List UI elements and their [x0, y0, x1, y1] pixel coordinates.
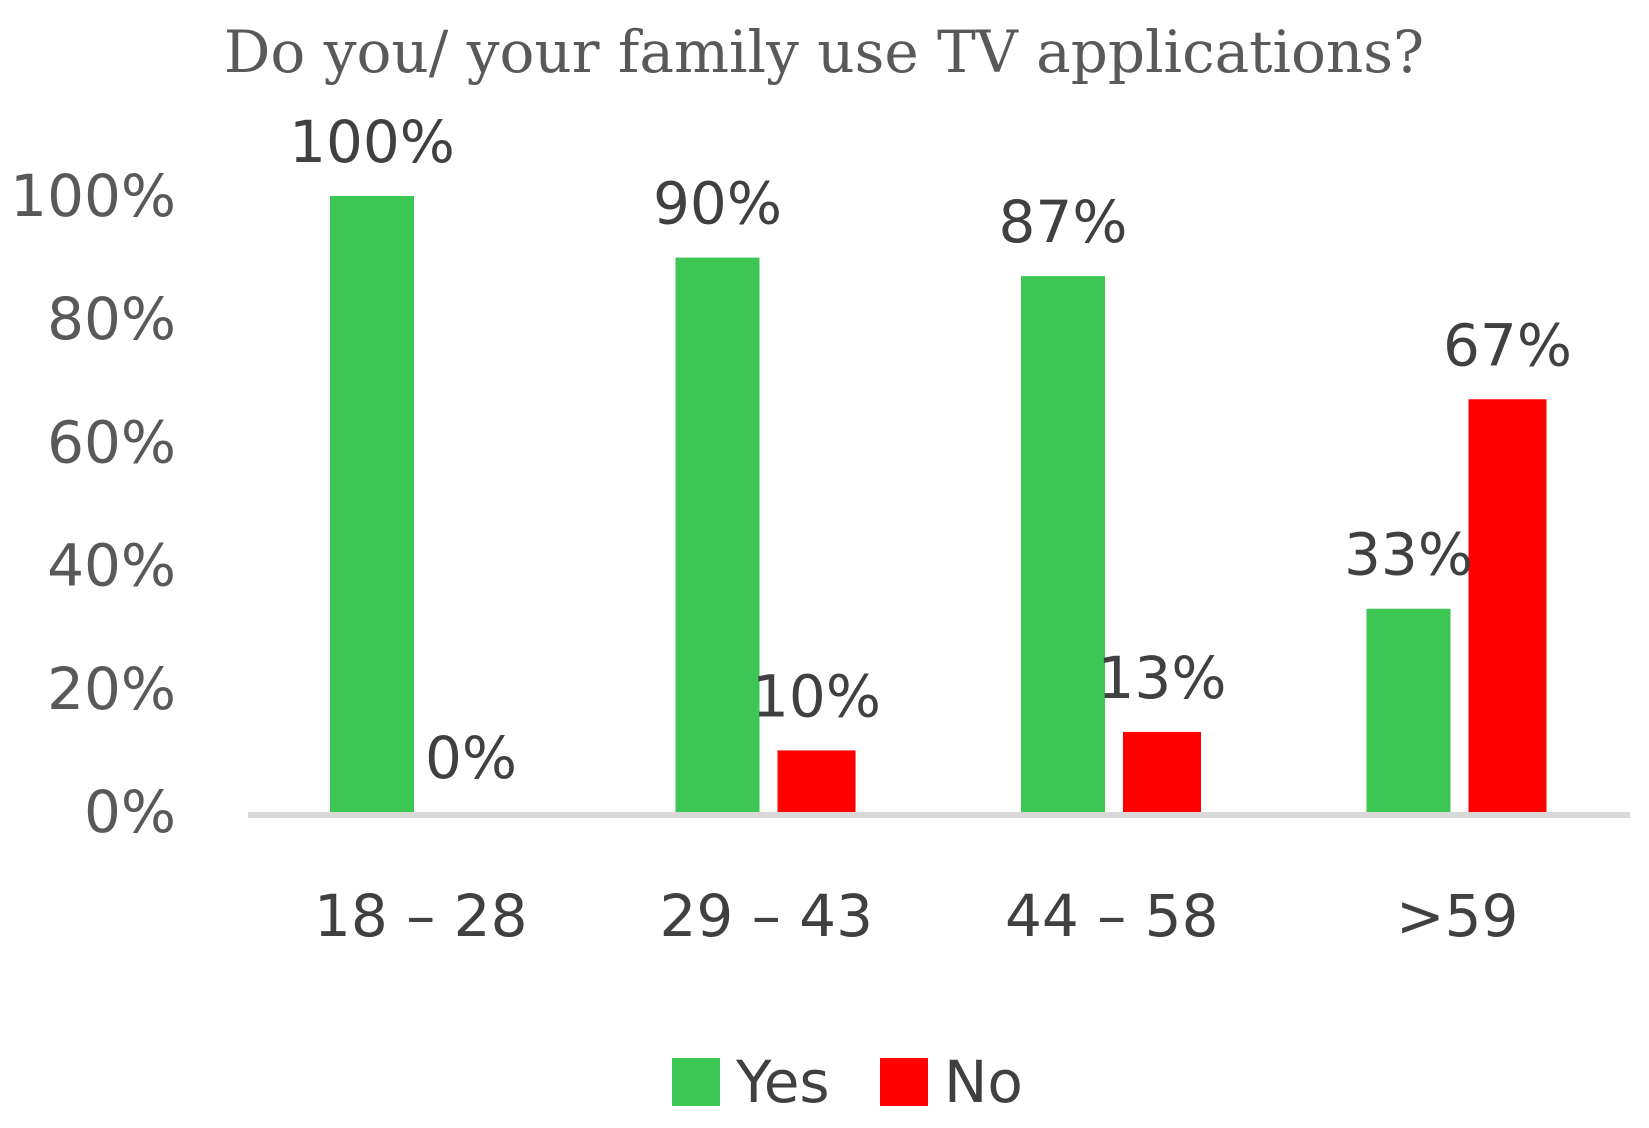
legend-label-no: No: [944, 1048, 1023, 1116]
bars: [330, 196, 1547, 813]
bar-no-1: [777, 750, 856, 812]
legend-label-yes: Yes: [735, 1048, 830, 1116]
y-tick-label-80pct: 80%: [47, 285, 176, 353]
legend: Yes No: [672, 1048, 1023, 1116]
data-label-yes-2: 87%: [999, 188, 1128, 256]
bar-no-3: [1468, 399, 1547, 812]
category-label-3: >59: [1396, 882, 1518, 950]
category-label-0: 18 – 28: [314, 882, 527, 950]
y-tick-label-100pct: 100%: [10, 162, 176, 230]
data-label-no-0: 0%: [425, 724, 517, 792]
y-tick-label-0pct: 0%: [84, 778, 176, 846]
data-label-yes-1: 90%: [653, 170, 782, 238]
y-tick-label-40pct: 40%: [47, 532, 176, 600]
data-label-yes-3: 33%: [1344, 521, 1473, 589]
data-labels: 100% 90% 87% 33% 0% 10% 13% 67%: [289, 108, 1572, 792]
chart-title: Do you/ your family use TV applications?: [224, 18, 1424, 86]
category-label-2: 44 – 58: [1005, 882, 1218, 950]
data-label-yes-0: 100%: [289, 108, 455, 176]
y-tick-label-20pct: 20%: [47, 655, 176, 723]
bar-yes-3: [1366, 608, 1451, 812]
legend-swatch-yes: [672, 1058, 720, 1106]
data-label-no-3: 67%: [1443, 311, 1572, 379]
y-tick-label-60pct: 60%: [47, 408, 176, 476]
x-axis-category-labels: 18 – 28 29 – 43 44 – 58 >59: [314, 882, 1518, 950]
legend-swatch-no: [880, 1058, 928, 1106]
data-label-no-2: 13%: [1098, 644, 1227, 712]
category-label-1: 29 – 43: [660, 882, 873, 950]
data-label-no-1: 10%: [752, 662, 881, 730]
bar-yes-1: [675, 257, 760, 813]
bar-no-2: [1123, 731, 1201, 812]
bar-yes-0: [330, 196, 414, 812]
y-axis-tick-labels: 0% 20% 40% 60% 80% 100%: [10, 162, 176, 846]
bar-yes-2: [1021, 276, 1105, 813]
